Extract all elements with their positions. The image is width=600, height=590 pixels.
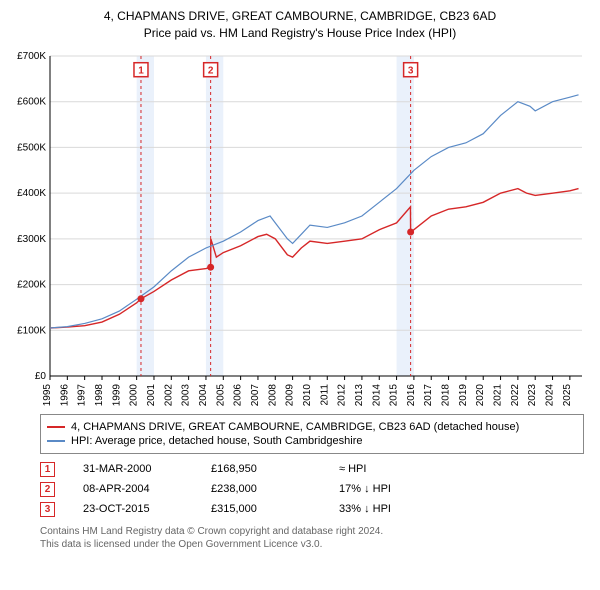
svg-text:2012: 2012 — [337, 383, 348, 406]
transaction-date: 31-MAR-2000 — [83, 463, 183, 475]
svg-text:2008: 2008 — [267, 383, 278, 406]
svg-text:2023: 2023 — [527, 383, 538, 406]
svg-text:2004: 2004 — [198, 383, 209, 406]
legend-item-hpi: HPI: Average price, detached house, Sout… — [47, 435, 577, 447]
svg-text:2019: 2019 — [458, 383, 469, 406]
marker-box-icon: 2 — [40, 482, 55, 497]
svg-text:2000: 2000 — [129, 383, 140, 406]
svg-text:2006: 2006 — [233, 383, 244, 406]
svg-text:2010: 2010 — [302, 383, 313, 406]
legend-swatch — [47, 426, 65, 428]
svg-text:1998: 1998 — [94, 383, 105, 406]
svg-text:£200K: £200K — [17, 279, 46, 290]
svg-text:£100K: £100K — [17, 325, 46, 336]
svg-text:1996: 1996 — [59, 383, 70, 406]
svg-text:2018: 2018 — [441, 383, 452, 406]
svg-text:2015: 2015 — [389, 383, 400, 406]
transaction-price: £168,950 — [211, 463, 311, 475]
svg-text:£300K: £300K — [17, 233, 46, 244]
chart-title-block: 4, CHAPMANS DRIVE, GREAT CAMBOURNE, CAMB… — [10, 8, 590, 42]
svg-text:£600K: £600K — [17, 96, 46, 107]
transactions-table: 1 31-MAR-2000 £168,950 ≈ HPI 2 08-APR-20… — [40, 462, 584, 517]
marker-box-icon: 1 — [40, 462, 55, 477]
svg-text:1: 1 — [138, 65, 144, 76]
price-chart: £0 £100K £200K £300K £400K £500K £600K £700K 199… — [10, 48, 590, 408]
svg-text:2: 2 — [208, 65, 214, 76]
transaction-relative: 33% ↓ HPI — [339, 503, 439, 515]
svg-text:2020: 2020 — [475, 383, 486, 406]
marker-box-icon: 3 — [40, 502, 55, 517]
legend-swatch — [47, 440, 65, 442]
svg-text:£700K: £700K — [17, 51, 46, 62]
transaction-date: 23-OCT-2015 — [83, 503, 183, 515]
svg-text:2001: 2001 — [146, 383, 157, 406]
svg-text:2013: 2013 — [354, 383, 365, 406]
transaction-price: £315,000 — [211, 503, 311, 515]
svg-text:2002: 2002 — [163, 383, 174, 406]
legend-label: 4, CHAPMANS DRIVE, GREAT CAMBOURNE, CAMB… — [71, 421, 519, 433]
svg-text:2024: 2024 — [545, 383, 556, 406]
svg-text:2014: 2014 — [371, 383, 382, 406]
svg-text:2022: 2022 — [510, 383, 521, 406]
transaction-relative: ≈ HPI — [339, 463, 439, 475]
legend: 4, CHAPMANS DRIVE, GREAT CAMBOURNE, CAMB… — [40, 414, 584, 454]
table-row: 1 31-MAR-2000 £168,950 ≈ HPI — [40, 462, 584, 477]
legend-label: HPI: Average price, detached house, Sout… — [71, 435, 362, 447]
svg-text:1997: 1997 — [77, 383, 88, 406]
svg-text:£0: £0 — [35, 371, 47, 382]
legend-item-property: 4, CHAPMANS DRIVE, GREAT CAMBOURNE, CAMB… — [47, 421, 577, 433]
svg-text:2003: 2003 — [181, 383, 192, 406]
table-row: 3 23-OCT-2015 £315,000 33% ↓ HPI — [40, 502, 584, 517]
svg-text:2011: 2011 — [319, 383, 330, 405]
svg-text:2005: 2005 — [215, 383, 226, 406]
svg-text:2009: 2009 — [285, 383, 296, 406]
svg-text:2007: 2007 — [250, 383, 261, 406]
table-row: 2 08-APR-2004 £238,000 17% ↓ HPI — [40, 482, 584, 497]
svg-text:2021: 2021 — [493, 383, 504, 406]
footer-attribution: Contains HM Land Registry data © Crown c… — [40, 525, 584, 551]
svg-text:1995: 1995 — [42, 383, 53, 406]
title-line-2: Price paid vs. HM Land Registry's House … — [10, 25, 590, 42]
svg-text:2016: 2016 — [406, 383, 417, 406]
svg-text:£400K: £400K — [17, 188, 46, 199]
svg-text:2025: 2025 — [562, 383, 573, 406]
footer-line-1: Contains HM Land Registry data © Crown c… — [40, 525, 584, 538]
svg-text:1999: 1999 — [111, 383, 122, 406]
svg-text:2017: 2017 — [423, 383, 434, 406]
footer-line-2: This data is licensed under the Open Gov… — [40, 538, 584, 551]
title-line-1: 4, CHAPMANS DRIVE, GREAT CAMBOURNE, CAMB… — [10, 8, 590, 25]
transaction-relative: 17% ↓ HPI — [339, 483, 439, 495]
svg-text:3: 3 — [408, 65, 414, 76]
svg-text:£500K: £500K — [17, 142, 46, 153]
transaction-price: £238,000 — [211, 483, 311, 495]
transaction-date: 08-APR-2004 — [83, 483, 183, 495]
